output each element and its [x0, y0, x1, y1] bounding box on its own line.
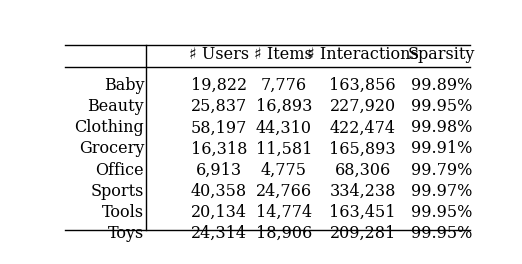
Text: Clothing: Clothing — [75, 119, 144, 136]
Text: 163,856: 163,856 — [329, 77, 396, 94]
Text: 99.91%: 99.91% — [411, 140, 472, 157]
Text: 334,238: 334,238 — [329, 183, 396, 200]
Text: 68,306: 68,306 — [335, 162, 391, 179]
Text: 16,893: 16,893 — [256, 98, 312, 115]
Text: Office: Office — [96, 162, 144, 179]
Text: ♯ Items: ♯ Items — [254, 46, 313, 63]
Text: 99.98%: 99.98% — [411, 119, 472, 136]
Text: 99.79%: 99.79% — [411, 162, 472, 179]
Text: 18,906: 18,906 — [256, 225, 312, 242]
Text: 58,197: 58,197 — [191, 119, 247, 136]
Text: 99.95%: 99.95% — [411, 204, 472, 221]
Text: 165,893: 165,893 — [329, 140, 396, 157]
Text: 19,822: 19,822 — [191, 77, 247, 94]
Text: 14,774: 14,774 — [256, 204, 312, 221]
Text: 99.95%: 99.95% — [411, 98, 472, 115]
Text: 4,775: 4,775 — [260, 162, 307, 179]
Text: 227,920: 227,920 — [329, 98, 396, 115]
Text: 209,281: 209,281 — [329, 225, 396, 242]
Text: ♯ Interactions: ♯ Interactions — [307, 46, 419, 63]
Text: 24,314: 24,314 — [191, 225, 247, 242]
Text: 20,134: 20,134 — [191, 204, 247, 221]
Text: 163,451: 163,451 — [329, 204, 396, 221]
Text: Sparsity: Sparsity — [408, 46, 475, 63]
Text: Baby: Baby — [104, 77, 144, 94]
Text: 6,913: 6,913 — [196, 162, 242, 179]
Text: 40,358: 40,358 — [191, 183, 247, 200]
Text: Sports: Sports — [91, 183, 144, 200]
Text: Toys: Toys — [108, 225, 144, 242]
Text: 99.89%: 99.89% — [411, 77, 472, 94]
Text: 7,776: 7,776 — [260, 77, 307, 94]
Text: Beauty: Beauty — [88, 98, 144, 115]
Text: Grocery: Grocery — [79, 140, 144, 157]
Text: 16,318: 16,318 — [191, 140, 247, 157]
Text: 24,766: 24,766 — [256, 183, 312, 200]
Text: 44,310: 44,310 — [256, 119, 312, 136]
Text: 99.95%: 99.95% — [411, 225, 472, 242]
Text: Tools: Tools — [102, 204, 144, 221]
Text: ♯ Users: ♯ Users — [189, 46, 249, 63]
Text: 99.97%: 99.97% — [411, 183, 472, 200]
Text: 422,474: 422,474 — [329, 119, 396, 136]
Text: 25,837: 25,837 — [191, 98, 247, 115]
Text: 11,581: 11,581 — [256, 140, 312, 157]
